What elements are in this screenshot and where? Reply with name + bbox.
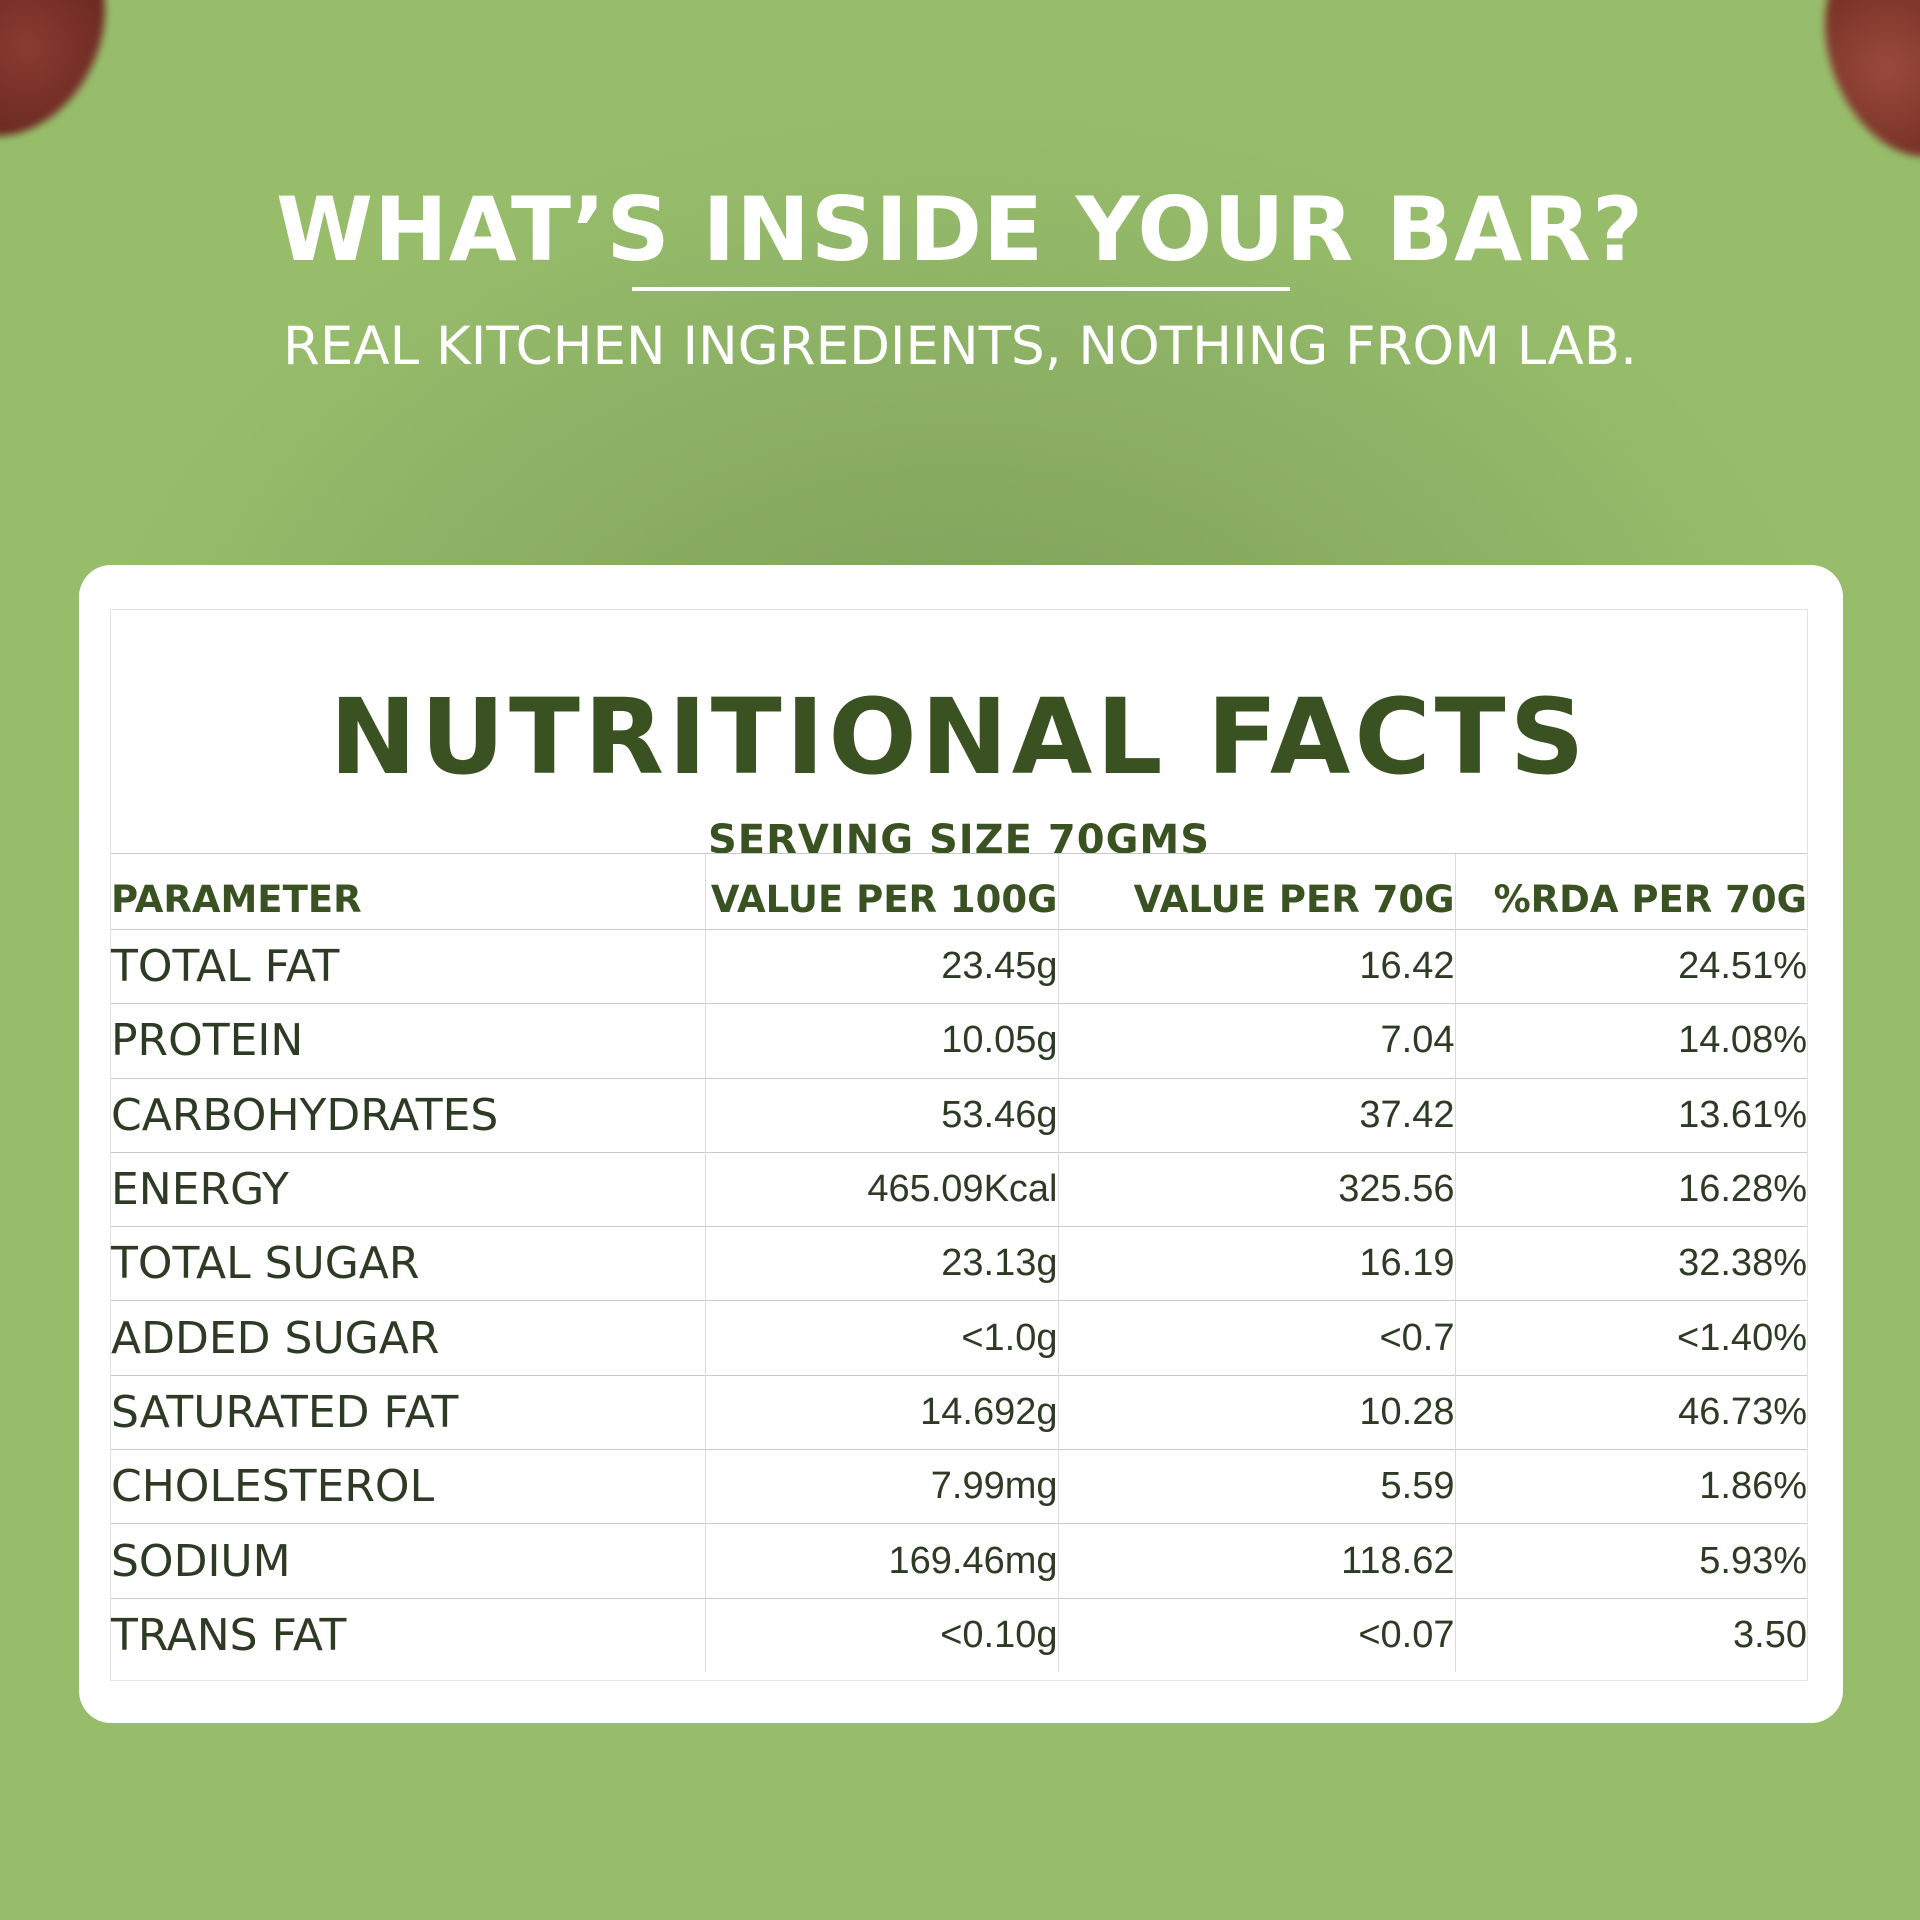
row-parameter: SODIUM <box>111 1523 705 1599</box>
table-row: TOTAL FAT 23.45g 16.42 24.51% <box>111 928 1807 1004</box>
decorative-fruit-left <box>0 0 139 166</box>
table-row: ENERGY 465.09Kcal 325.56 16.28% <box>111 1151 1807 1227</box>
column-header-parameter: PARAMETER <box>111 853 705 930</box>
row-value-per-100g: 465.09Kcal <box>704 1151 1058 1227</box>
table-row: PROTEIN 10.05g 7.04 14.08% <box>111 1003 1807 1079</box>
row-parameter: ADDED SUGAR <box>111 1300 705 1376</box>
row-value-per-70g: <0.07 <box>1057 1597 1455 1673</box>
row-parameter: ENERGY <box>111 1151 705 1227</box>
row-parameter: PROTEIN <box>111 1003 705 1079</box>
row-value-per-100g: 10.05g <box>704 1003 1058 1079</box>
column-header-value-per-70g: VALUE PER 70G <box>1057 853 1455 930</box>
row-rda-per-70g: 5.93% <box>1454 1523 1807 1599</box>
table-row: SODIUM 169.46mg 118.62 5.93% <box>111 1523 1807 1599</box>
table-header-row: PARAMETER VALUE PER 100G VALUE PER 70G %… <box>111 853 1807 930</box>
nutrition-card: NUTRITIONAL FACTS SERVING SIZE 70GMS PAR… <box>79 565 1843 1723</box>
row-value-per-100g: 7.99mg <box>704 1449 1058 1524</box>
row-value-per-70g: 10.28 <box>1057 1374 1455 1450</box>
page-subheadline: REAL KITCHEN INGREDIENTS, NOTHING FROM L… <box>283 316 1637 377</box>
row-value-per-70g: <0.7 <box>1057 1300 1455 1376</box>
row-value-per-100g: <0.10g <box>704 1597 1058 1673</box>
row-rda-per-70g: 46.73% <box>1454 1374 1807 1450</box>
column-header-value-per-100g: VALUE PER 100G <box>704 853 1058 930</box>
row-value-per-100g: 23.45g <box>704 928 1058 1004</box>
row-parameter: TRANS FAT <box>111 1597 705 1673</box>
table-row: CHOLESTEROL 7.99mg 5.59 1.86% <box>111 1449 1807 1524</box>
row-rda-per-70g: 1.86% <box>1454 1449 1807 1524</box>
row-rda-per-70g: 32.38% <box>1454 1226 1807 1301</box>
row-rda-per-70g: 24.51% <box>1454 928 1807 1004</box>
row-value-per-70g: 325.56 <box>1057 1151 1455 1227</box>
row-value-per-70g: 16.42 <box>1057 928 1455 1004</box>
row-value-per-70g: 16.19 <box>1057 1226 1455 1301</box>
row-value-per-70g: 7.04 <box>1057 1003 1455 1079</box>
nutrition-title: NUTRITIONAL FACTS <box>329 676 1589 798</box>
row-parameter: CARBOHYDRATES <box>111 1077 705 1153</box>
nutrition-table: PARAMETER VALUE PER 100G VALUE PER 70G %… <box>111 853 1807 1673</box>
table-row: TOTAL SUGAR 23.13g 16.19 32.38% <box>111 1226 1807 1301</box>
row-rda-per-70g: 16.28% <box>1454 1151 1807 1227</box>
row-rda-per-70g: <1.40% <box>1454 1300 1807 1376</box>
row-rda-per-70g: 13.61% <box>1454 1077 1807 1153</box>
nutrition-panel: NUTRITIONAL FACTS SERVING SIZE 70GMS PAR… <box>110 609 1808 1681</box>
row-parameter: SATURATED FAT <box>111 1374 705 1450</box>
page-headline: WHAT’S INSIDE YOUR BAR? <box>275 178 1644 281</box>
row-value-per-70g: 37.42 <box>1057 1077 1455 1153</box>
row-value-per-100g: 169.46mg <box>704 1523 1058 1599</box>
row-value-per-100g: 23.13g <box>704 1226 1058 1301</box>
row-rda-per-70g: 3.50 <box>1454 1597 1807 1673</box>
column-header-rda-per-70g: %RDA PER 70G <box>1454 853 1807 930</box>
row-parameter: TOTAL FAT <box>111 928 705 1004</box>
row-value-per-100g: 53.46g <box>704 1077 1058 1153</box>
decorative-fruit-right <box>1796 0 1920 180</box>
row-value-per-100g: <1.0g <box>704 1300 1058 1376</box>
row-value-per-70g: 118.62 <box>1057 1523 1455 1599</box>
table-row: ADDED SUGAR <1.0g <0.7 <1.40% <box>111 1300 1807 1376</box>
row-rda-per-70g: 14.08% <box>1454 1003 1807 1079</box>
row-value-per-100g: 14.692g <box>704 1374 1058 1450</box>
table-row: TRANS FAT <0.10g <0.07 3.50 <box>111 1597 1807 1673</box>
headline-underline <box>632 287 1290 291</box>
table-row: SATURATED FAT 14.692g 10.28 46.73% <box>111 1374 1807 1450</box>
row-parameter: TOTAL SUGAR <box>111 1226 705 1301</box>
row-value-per-70g: 5.59 <box>1057 1449 1455 1524</box>
row-parameter: CHOLESTEROL <box>111 1449 705 1524</box>
table-row: CARBOHYDRATES 53.46g 37.42 13.61% <box>111 1077 1807 1153</box>
